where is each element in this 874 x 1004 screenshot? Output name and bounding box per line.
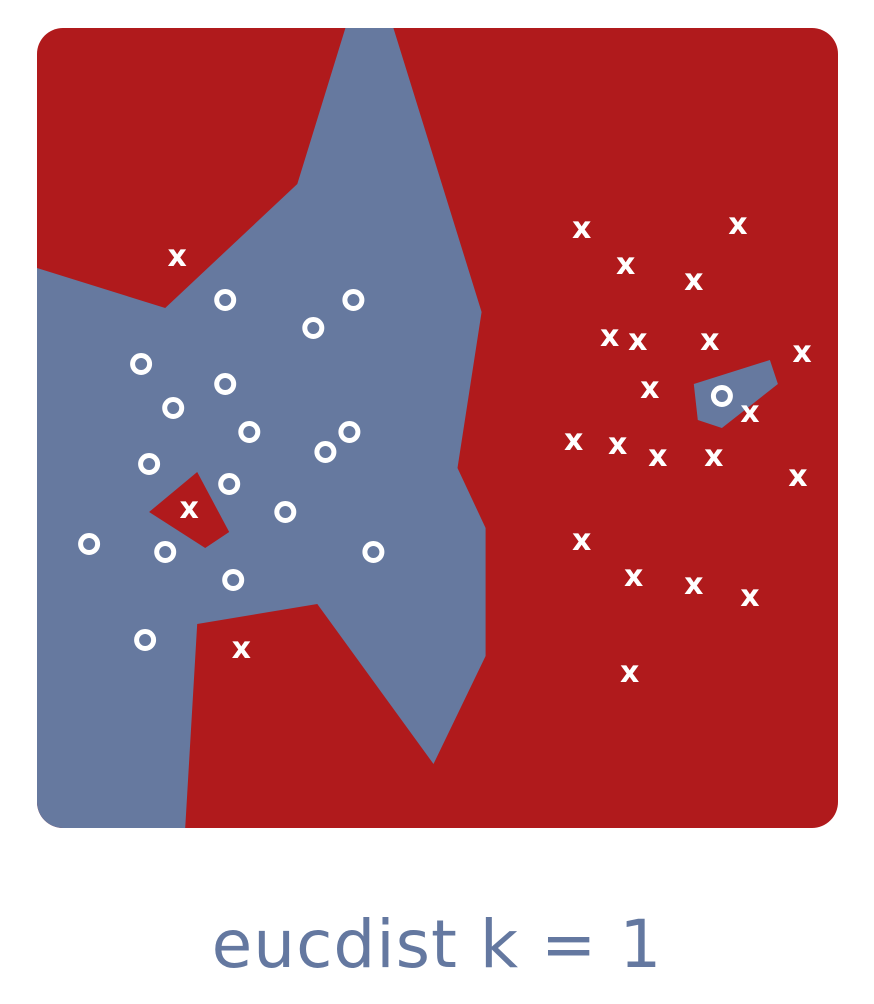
point-o-13 [154, 541, 177, 563]
point-o-12 [78, 533, 101, 555]
point-o-16 [134, 629, 157, 651]
point-o-7 [314, 441, 337, 463]
point-o-14 [222, 569, 245, 591]
point-o-10 [218, 473, 241, 495]
point-x-22: x [620, 655, 639, 690]
point-x-9: x [700, 323, 719, 358]
point-o-8 [338, 421, 361, 443]
point-o-0 [214, 289, 237, 311]
decision-regions [37, 28, 778, 828]
point-x-5: x [684, 263, 703, 298]
point-x-3: x [572, 211, 591, 246]
point-x-16: x [704, 439, 723, 474]
point-o-17 [710, 385, 733, 407]
plot-caption: eucdist k = 1 [211, 906, 663, 983]
class-o-region-0 [37, 28, 486, 828]
point-x-21: x [740, 579, 759, 614]
point-x-17: x [788, 459, 807, 494]
point-x-4: x [616, 247, 635, 282]
point-o-3 [130, 353, 153, 375]
point-o-11 [274, 501, 297, 523]
point-x-18: x [572, 523, 591, 558]
point-x-19: x [624, 559, 643, 594]
point-x-13: x [564, 423, 583, 458]
point-x-6: x [728, 207, 747, 242]
point-o-4 [214, 373, 237, 395]
point-x-11: x [640, 371, 659, 406]
point-x-8: x [628, 323, 647, 358]
point-x-14: x [608, 427, 627, 462]
point-o-1 [302, 317, 325, 339]
point-x-1: x [232, 631, 251, 666]
point-x-20: x [684, 567, 703, 602]
class-o-region-2 [693, 360, 778, 428]
point-x-7: x [600, 319, 619, 354]
point-o-15 [362, 541, 385, 563]
point-x-15: x [648, 439, 667, 474]
point-o-9 [138, 453, 161, 475]
point-x-10: x [792, 335, 811, 370]
point-x-0: x [168, 239, 187, 274]
point-o-6 [238, 421, 261, 443]
class-x-region-1 [149, 472, 230, 548]
point-x-2: x [180, 491, 199, 526]
point-o-5 [162, 397, 185, 419]
point-o-2 [342, 289, 365, 311]
point-x-12: x [740, 395, 759, 430]
